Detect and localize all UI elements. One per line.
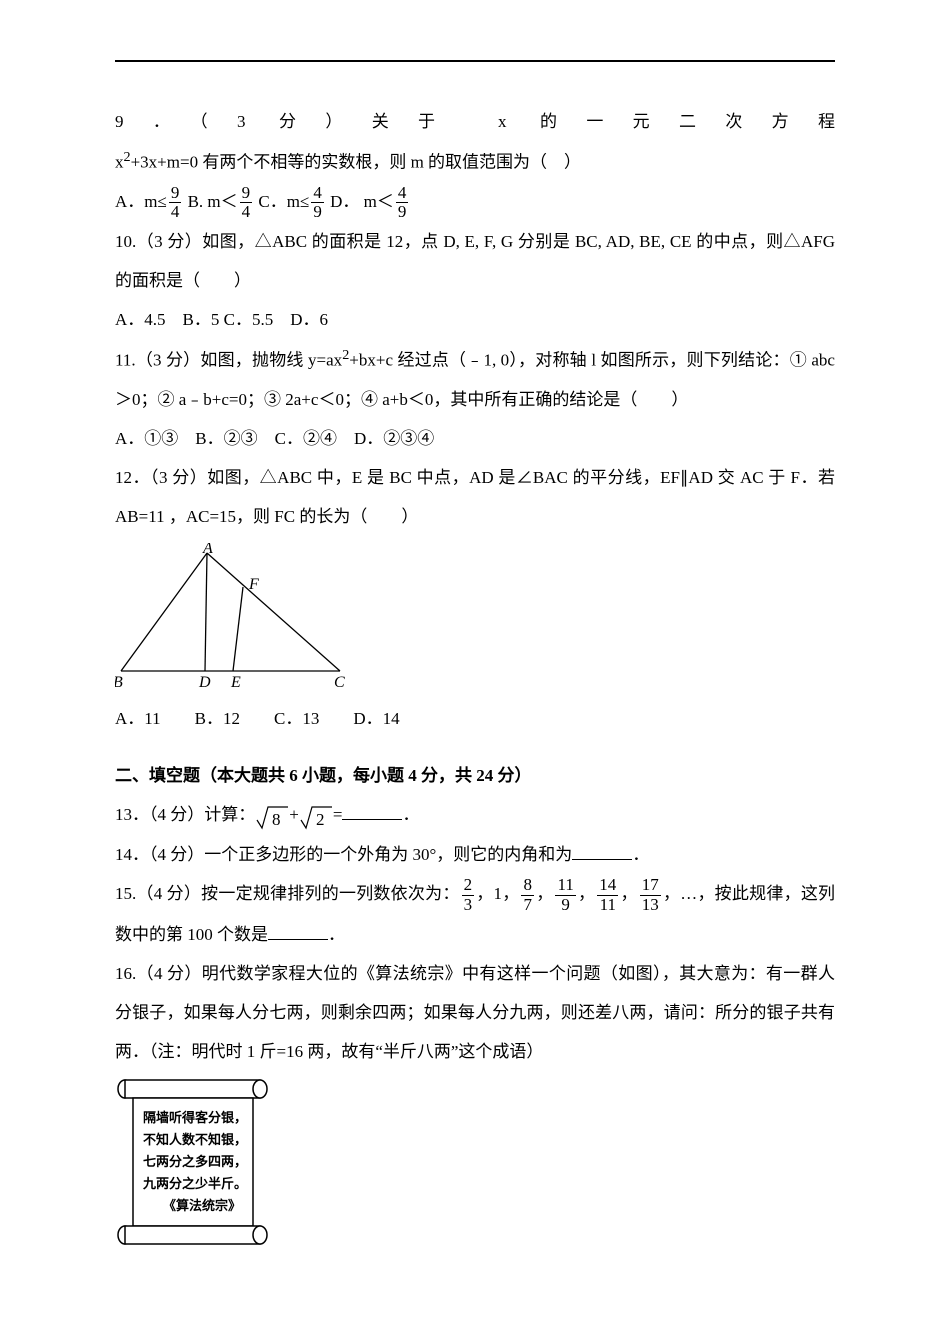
q14-blank (572, 842, 632, 860)
question-15: 15.（4 分）按一定规律排列的一列数依次为：23，1，87，119，1411，… (115, 874, 835, 953)
q12-figure: A B C D E F (115, 543, 835, 693)
q9-fracA: 94 (169, 184, 182, 222)
q9-stem-b: +3x+m=0 有两个不相等的实数根，则 m 的取值范围为（ ） (131, 153, 581, 172)
q15-sep1: ，1， (476, 884, 519, 903)
question-9: 9．（3 分）关于 x 的一元二次方程 x2+3x+m=0 有两个不相等的实数根… (115, 102, 835, 182)
svg-text:8: 8 (272, 810, 281, 829)
q15-c2: ， (536, 884, 553, 903)
q11-opts: A．①③ B．②③ C．②④ D．②③④ (115, 429, 434, 448)
q12-stem: 12．（3 分）如图，△ABC 中，E 是 BC 中点，AD 是∠BAC 的平分… (115, 468, 835, 526)
svg-text:隔墙听得客分银，: 隔墙听得客分银， (143, 1110, 247, 1125)
section-2-title-text: 二、填空题（本大题共 6 小题，每小题 4 分，共 24 分） (115, 766, 532, 785)
svg-text:F: F (248, 576, 259, 593)
svg-text:九两分之少半斤。: 九两分之少半斤。 (142, 1176, 247, 1191)
question-12: 12．（3 分）如图，△ABC 中，E 是 BC 中点，AD 是∠BAC 的平分… (115, 458, 835, 536)
svg-text:E: E (230, 674, 241, 691)
q9-fracD: 49 (396, 184, 409, 222)
section-2-title: 二、填空题（本大题共 6 小题，每小题 4 分，共 24 分） (115, 756, 835, 795)
q15-f5: 1713 (640, 876, 661, 914)
spacer (115, 738, 835, 756)
question-12-options: A．11 B．12 C．13 D．14 (115, 699, 835, 738)
q9-fracB: 94 (240, 184, 253, 222)
q15-f1: 23 (462, 876, 475, 914)
question-11: 11.（3 分）如图，抛物线 y=ax2+bx+c 经过点（﹣1, 0），对称轴… (115, 339, 835, 419)
question-16: 16.（4 分）明代数学家程大位的《算法统宗》中有这样一个问题（如图），其大意为… (115, 954, 835, 1071)
sqrt-2: 2 (299, 796, 333, 835)
q15-f2: 87 (521, 876, 534, 914)
top-rule (115, 60, 835, 62)
q16-figure: 隔墙听得客分银， 不知人数不知银， 七两分之多四两， 九两分之少半斤。《算法统宗》 (115, 1077, 835, 1247)
svg-text:B: B (115, 674, 123, 691)
question-13: 13．（4 分）计算： 8 +2 = ． (115, 795, 835, 836)
q14-stem: 14．（4 分）一个正多边形的一个外角为 30°，则它的内角和为 (115, 845, 572, 864)
q9-lt2: ＜ (377, 192, 394, 211)
q13-tail: ． (402, 805, 419, 824)
question-10-options: A．4.5 B．5 C．5.5 D．6 (115, 300, 835, 339)
q15-f4: 1411 (597, 876, 618, 914)
q13-blank (342, 802, 402, 820)
q9-sup: 2 (124, 149, 131, 165)
q9-optD-pre: D． m (326, 192, 377, 211)
svg-text:七两分之多四两，: 七两分之多四两， (143, 1154, 247, 1169)
question-11-options: A．①③ B．②③ C．②④ D．②③④ (115, 419, 835, 458)
q12-opts: A．11 B．12 C．13 D．14 (115, 709, 400, 728)
q15-tail: ． (328, 925, 345, 944)
q11-stem-a: 11.（3 分）如图，抛物线 y=ax (115, 351, 342, 370)
svg-text:不知人数不知银，: 不知人数不知银， (143, 1132, 247, 1147)
question-14: 14．（4 分）一个正多边形的一个外角为 30°，则它的内角和为 ． (115, 835, 835, 874)
q15-c3: ， (578, 884, 595, 903)
question-10: 10.（3 分）如图，△ABC 的面积是 12，点 D, E, F, G 分别是… (115, 222, 835, 300)
q16-stem: 16.（4 分）明代数学家程大位的《算法统宗》中有这样一个问题（如图），其大意为… (115, 964, 869, 1061)
q15-blank (268, 922, 328, 940)
q13-eq: = (333, 805, 343, 824)
question-9-options: A．m≤94 B. m＜94 C．m≤49 D． m＜49 (115, 182, 835, 222)
q13-plus: + (289, 805, 299, 824)
svg-text:《算法统宗》: 《算法统宗》 (163, 1198, 241, 1213)
svg-text:A: A (202, 543, 213, 557)
q14-tail: ． (632, 845, 649, 864)
svg-text:2: 2 (316, 810, 325, 829)
q9-optC-pre: C．m≤ (254, 192, 309, 211)
q15-f3: 119 (555, 876, 575, 914)
q10-opts: A．4.5 B．5 C．5.5 D．6 (115, 310, 328, 329)
sqrt-8: 8 (255, 796, 289, 835)
q9-lt1: ＜ (221, 192, 238, 211)
svg-text:C: C (334, 674, 345, 691)
q13-stem-a: 13．（4 分）计算： (115, 805, 255, 824)
q15-stem-a: 15.（4 分）按一定规律排列的一列数依次为： (115, 884, 460, 903)
q9-optB-pre: B. m (183, 192, 220, 211)
q15-c4: ， (620, 884, 637, 903)
q9-fracC: 49 (311, 184, 324, 222)
q9-optA-pre: A．m≤ (115, 192, 167, 211)
q10-stem: 10.（3 分）如图，△ABC 的面积是 12，点 D, E, F, G 分别是… (115, 232, 835, 290)
svg-text:D: D (198, 674, 211, 691)
